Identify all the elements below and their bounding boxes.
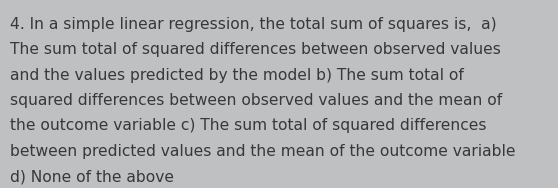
Text: d) None of the above: d) None of the above	[10, 169, 174, 184]
Text: between predicted values and the mean of the outcome variable: between predicted values and the mean of…	[10, 144, 516, 159]
Text: The sum total of squared differences between observed values: The sum total of squared differences bet…	[10, 42, 501, 57]
Text: the outcome variable c) The sum total of squared differences: the outcome variable c) The sum total of…	[10, 118, 487, 133]
Text: squared differences between observed values and the mean of: squared differences between observed val…	[10, 93, 502, 108]
Text: and the values predicted by the model b) The sum total of: and the values predicted by the model b)…	[10, 68, 464, 83]
Text: 4. In a simple linear regression, the total sum of squares is,  a): 4. In a simple linear regression, the to…	[10, 17, 497, 32]
